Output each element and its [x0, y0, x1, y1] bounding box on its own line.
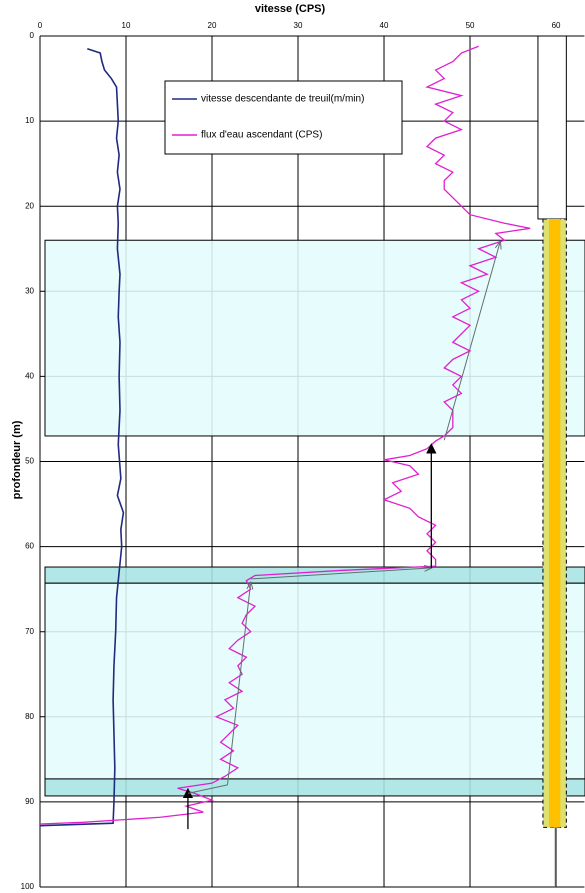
legend: vitesse descendante de treuil(m/min) flux…	[164, 80, 403, 155]
legend-label: vitesse descendante de treuil(m/min)	[201, 94, 364, 105]
y-tick-label: 100	[21, 882, 35, 891]
legend-box	[164, 80, 403, 155]
y-tick-label: 70	[25, 627, 34, 636]
casing	[537, 35, 567, 220]
arrow	[250, 568, 432, 580]
x-tick-label: 0	[38, 21, 43, 30]
x-tick-label: 20	[208, 21, 217, 30]
arrow	[226, 582, 250, 785]
y-tick-label: 50	[25, 457, 34, 466]
screen-core	[548, 218, 561, 828]
y-tick-label: 10	[25, 116, 34, 125]
x-tick-label: 10	[122, 21, 131, 30]
zone	[44, 239, 585, 437]
y-axis-title: profondeur (m)	[11, 420, 23, 499]
x-tick-label: 30	[294, 21, 303, 30]
x-tick-label: 50	[466, 21, 475, 30]
arrow	[443, 242, 500, 441]
arrow	[187, 784, 228, 794]
y-tick-label: 0	[30, 31, 35, 40]
chart-title: vitesse (CPS)	[255, 3, 326, 15]
y-tick-label: 80	[25, 712, 34, 721]
y-tick-label: 20	[25, 201, 34, 210]
y-tick-label: 60	[25, 542, 34, 551]
series-line	[39, 45, 531, 825]
zone	[44, 778, 585, 797]
y-tick-label: 40	[25, 372, 34, 381]
y-tick-label: 30	[25, 286, 34, 295]
x-tick-label: 60	[552, 21, 561, 30]
legend-label: flux d'eau ascendant (CPS)	[201, 130, 322, 141]
zone	[44, 582, 585, 780]
x-tick-label: 40	[380, 21, 389, 30]
y-tick-label: 90	[25, 797, 34, 806]
series-line	[39, 48, 125, 827]
